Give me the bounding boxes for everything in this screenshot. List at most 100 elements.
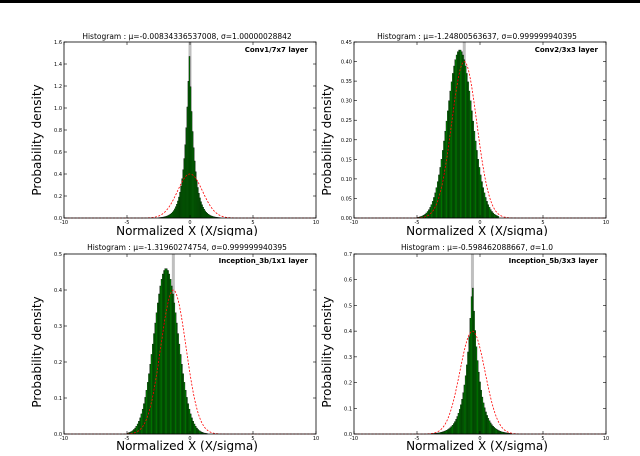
histogram-bar — [162, 274, 163, 434]
y-tick-label: 0.8 — [54, 128, 62, 134]
histogram-bar — [147, 382, 148, 434]
histogram-bar — [488, 418, 489, 434]
layer-label: Inception_3b/1x1 layer — [219, 257, 309, 265]
histogram-bar — [472, 288, 473, 434]
histogram-bar — [146, 390, 147, 434]
histogram-bar — [496, 429, 497, 434]
histogram-bar — [470, 318, 471, 434]
chart-svg-conv2: Histogram : μ=-1.24800563637, σ=0.999999… — [320, 30, 610, 236]
histogram-bar — [428, 210, 429, 218]
histogram-bar — [459, 409, 460, 434]
histogram-bar — [156, 313, 157, 434]
histogram-bar — [159, 294, 160, 434]
histogram-bar — [467, 352, 468, 434]
histogram-bar — [481, 182, 482, 218]
histogram-bar — [483, 403, 484, 434]
y-tick-label: 0.20 — [341, 138, 352, 144]
histogram-bar — [459, 50, 460, 218]
histogram-bar — [463, 393, 464, 434]
layer-label: Conv2/3x3 layer — [535, 46, 599, 54]
y-tick-label: 0.35 — [341, 79, 352, 85]
y-tick-label: 0.1 — [54, 396, 62, 402]
y-tick-label: 0.5 — [54, 252, 62, 258]
x-axis-label: Normalized X (X/sigma) — [406, 439, 548, 452]
histogram-bar — [177, 334, 178, 434]
histogram-bar — [462, 55, 463, 218]
histogram-bar — [483, 188, 484, 218]
y-tick-label: 1.0 — [54, 106, 62, 112]
chart-title: Histogram : μ=-0.00834336537008, σ=1.000… — [82, 32, 292, 41]
histogram-bar — [431, 205, 432, 218]
histogram-bar — [161, 279, 162, 434]
chart-panel-inception3b: Histogram : μ=-1.31960274754, σ=0.999999… — [30, 242, 320, 452]
chart-svg-inception5b: Histogram : μ=-0.598462088667, σ=1.0 -10… — [320, 242, 610, 452]
y-tick-label: 0.6 — [54, 150, 62, 156]
histogram-bar — [486, 201, 487, 218]
y-axis-label: Probability density — [320, 296, 334, 407]
y-tick-label: 1.6 — [54, 40, 62, 46]
histogram-bar — [193, 421, 194, 434]
histogram-bar — [484, 193, 485, 218]
y-tick-label: 0.45 — [341, 40, 352, 46]
histogram-bar — [473, 311, 474, 434]
histogram-bar — [490, 423, 491, 434]
chart-svg-inception3b: Histogram : μ=-1.31960274754, σ=0.999999… — [30, 242, 320, 452]
histogram-bar — [457, 417, 458, 434]
chart-panel-inception5b: Histogram : μ=-0.598462088667, σ=1.0 -10… — [320, 242, 610, 452]
y-tick-label: 0.0 — [344, 432, 352, 438]
histogram-bar — [485, 412, 486, 434]
histogram-bar — [474, 131, 475, 218]
histogram-bar — [494, 427, 495, 434]
histogram-bar — [141, 414, 142, 434]
histogram-bar — [480, 175, 481, 218]
x-axis-label: Normalized X (X/sigma) — [116, 439, 258, 452]
histogram-bar — [189, 409, 190, 434]
histogram-bar — [490, 210, 491, 218]
histogram-bar — [164, 270, 165, 434]
histogram-bar — [466, 365, 467, 434]
histogram-bar — [187, 404, 188, 434]
histogram-bar — [196, 428, 197, 434]
histogram-bar — [185, 390, 186, 434]
histogram-bar — [136, 426, 137, 434]
histogram-bar — [491, 211, 492, 218]
y-tick-label: 0.15 — [341, 157, 352, 163]
histogram-bar — [427, 211, 428, 218]
y-tick-label: 0.3 — [54, 324, 62, 330]
histogram-bar — [479, 382, 480, 434]
histogram-bar — [195, 426, 196, 434]
histogram-bar — [470, 101, 471, 218]
histogram-bar — [152, 344, 153, 434]
y-tick-label: 0.25 — [341, 118, 352, 124]
histogram-bar — [475, 330, 476, 434]
histogram-bar — [477, 159, 478, 218]
histogram-bar — [437, 182, 438, 218]
histogram-bar — [497, 430, 498, 434]
y-tick-label: 0.2 — [344, 381, 352, 387]
histogram-bar — [467, 82, 468, 218]
y-tick-label: 0.1 — [344, 406, 352, 412]
histogram-bar — [489, 207, 490, 218]
y-tick-label: 0.10 — [341, 177, 352, 183]
histogram-bar — [151, 354, 152, 434]
x-tick-label: 10 — [603, 220, 609, 226]
histogram-bar — [494, 214, 495, 218]
histogram-bar — [167, 270, 168, 434]
histogram-bar — [477, 361, 478, 434]
histogram-bar — [447, 111, 448, 218]
y-axis-label: Probability density — [320, 84, 334, 195]
histogram-bar — [460, 405, 461, 434]
histogram-bar — [445, 131, 446, 218]
histogram-bar — [451, 82, 452, 218]
histogram-bar — [190, 414, 191, 434]
histogram-bar — [186, 397, 187, 434]
histogram-bar — [446, 430, 447, 434]
histogram-bar — [137, 424, 138, 434]
histogram-bar — [440, 167, 441, 218]
histogram-bar — [476, 347, 477, 434]
histogram-bar — [491, 425, 492, 434]
histogram-bar — [453, 424, 454, 434]
histogram-bar — [181, 364, 182, 434]
histogram-bar — [451, 427, 452, 434]
